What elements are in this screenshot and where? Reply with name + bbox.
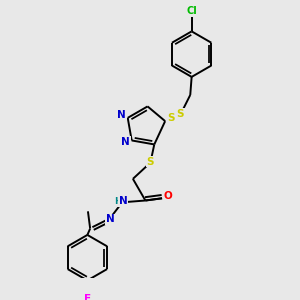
Text: S: S bbox=[167, 113, 175, 123]
Text: S: S bbox=[146, 157, 154, 166]
Text: N: N bbox=[106, 214, 115, 224]
Text: N: N bbox=[117, 110, 126, 119]
Text: S: S bbox=[176, 109, 184, 119]
Text: N: N bbox=[121, 137, 130, 147]
Text: F: F bbox=[84, 293, 91, 300]
Text: Cl: Cl bbox=[186, 6, 197, 16]
Text: H: H bbox=[114, 197, 122, 206]
Text: O: O bbox=[164, 191, 172, 201]
Text: N: N bbox=[119, 196, 128, 206]
